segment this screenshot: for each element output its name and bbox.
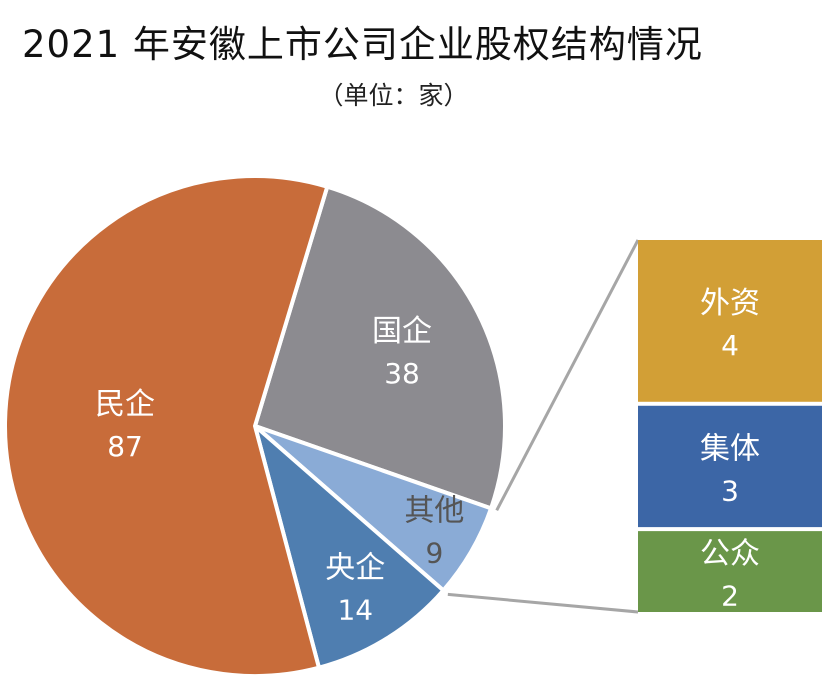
breakdown-value-1: 3 <box>721 474 739 507</box>
pie-label-1: 其他 <box>404 493 464 528</box>
chart-subtitle: （单位：家） <box>318 81 469 110</box>
breakdown-segment-1 <box>638 405 822 528</box>
connector-lines <box>447 239 640 614</box>
connector-line-bottom <box>447 592 639 614</box>
pie-label-2: 央企 <box>325 550 385 585</box>
breakdown-bar: 外资 4 集体 3 公众 2 <box>638 240 822 613</box>
pie-value-0: 38 <box>384 357 420 390</box>
pie-value-1: 9 <box>425 536 443 569</box>
pie-slice-3 <box>3 174 330 678</box>
breakdown-label-2: 公众 <box>700 537 760 572</box>
breakdown-value-2: 2 <box>721 580 739 613</box>
breakdown-value-0: 4 <box>721 329 739 362</box>
pie-value-2: 14 <box>337 593 373 626</box>
pie-label-0: 国企 <box>372 314 432 349</box>
breakdown-label-0: 外资 <box>700 286 760 321</box>
pie-slice-0 <box>253 184 507 511</box>
breakdown-label-1: 集体 <box>700 431 760 466</box>
breakdown-segment-2 <box>638 531 822 612</box>
chart-title: 2021 年安徽上市公司企业股权结构情况 <box>22 23 703 66</box>
main-pie: 国企 38 其他 9 央企 14 民企 87 <box>3 174 507 678</box>
connector-line-top <box>495 239 640 512</box>
pie-label-3: 民企 <box>95 387 155 422</box>
breakdown-segment-0 <box>638 240 822 402</box>
pie-slice-2 <box>253 424 446 670</box>
pie-value-3: 87 <box>107 430 143 463</box>
